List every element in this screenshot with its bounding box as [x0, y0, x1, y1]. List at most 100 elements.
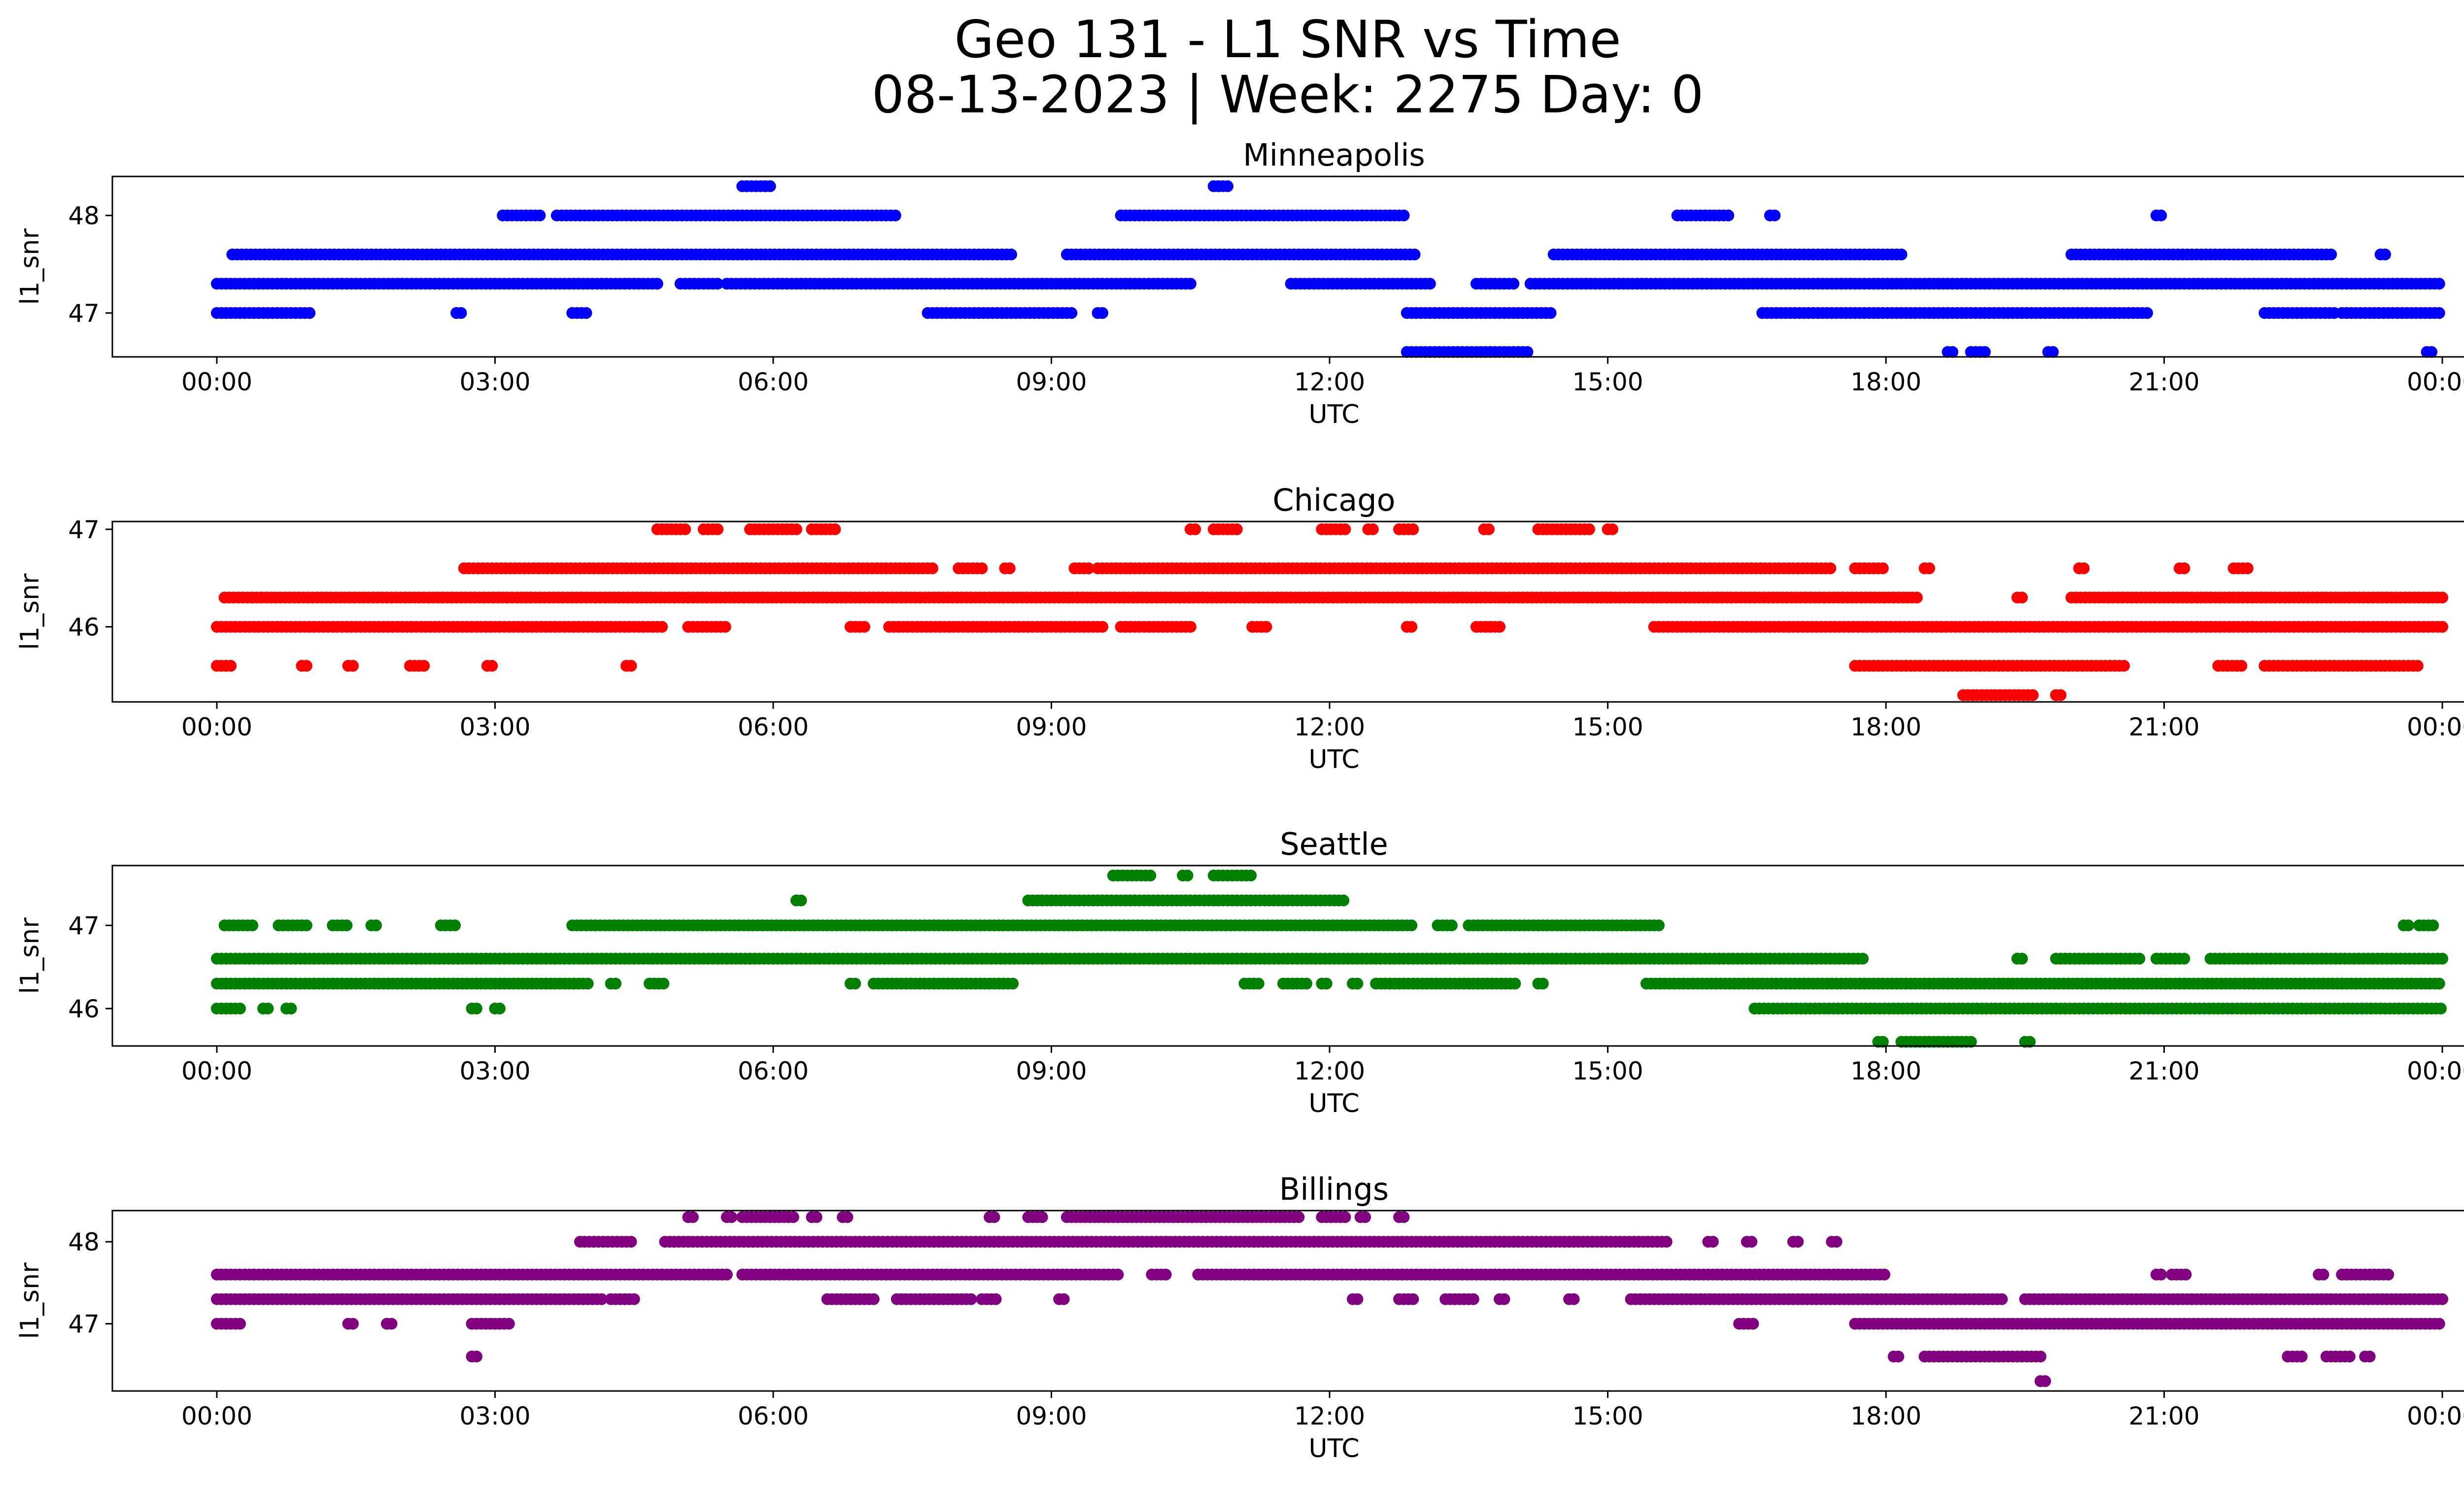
data-point	[1923, 562, 1935, 574]
data-point	[656, 621, 668, 633]
data-point	[449, 919, 461, 932]
data-point	[234, 1003, 246, 1015]
data-point	[1483, 523, 1495, 535]
data-point	[580, 307, 592, 319]
series-points	[211, 869, 2448, 1048]
axes-frame	[111, 865, 2464, 1047]
data-point	[1096, 621, 1108, 633]
data-point	[1445, 919, 1458, 932]
data-point	[1895, 248, 1908, 261]
data-point	[1878, 1268, 1890, 1281]
x-tick-label: 15:00	[1572, 1057, 1643, 1085]
x-tick-label: 21:00	[2128, 368, 2199, 396]
data-point	[1184, 621, 1197, 633]
data-point	[1408, 248, 1421, 261]
data-point	[1877, 562, 1889, 574]
data-point	[2241, 562, 2254, 574]
data-point	[1337, 894, 1350, 906]
data-point	[2436, 952, 2448, 965]
data-point	[285, 1003, 297, 1015]
data-point	[2016, 591, 2028, 604]
data-point	[503, 1318, 515, 1330]
data-point	[1065, 307, 1078, 319]
data-point	[976, 562, 988, 574]
data-point	[795, 894, 807, 906]
y-tick-label: 48	[68, 202, 100, 230]
data-point	[867, 1293, 880, 1305]
data-point	[1769, 209, 1781, 222]
data-point	[764, 180, 776, 192]
data-point	[2054, 689, 2067, 701]
data-point	[858, 621, 870, 633]
data-point	[2178, 562, 2190, 574]
data-point	[493, 1003, 506, 1015]
data-point	[1405, 919, 1418, 932]
data-point	[1398, 209, 1410, 222]
data-point	[418, 660, 430, 672]
data-point	[1568, 1293, 1580, 1305]
y-tick-label: 47	[68, 911, 100, 940]
x-tick-label: 21:00	[2128, 713, 2199, 741]
data-point	[1367, 523, 1379, 535]
x-tick-label: 18:00	[1850, 1057, 1921, 1085]
x-tick-label: 00:00	[181, 713, 252, 741]
x-tick-label: 12:00	[1294, 368, 1365, 396]
data-point	[1979, 346, 1991, 358]
data-point	[610, 977, 622, 990]
data-point	[1405, 621, 1418, 633]
data-point	[628, 1293, 640, 1305]
data-point	[712, 278, 724, 290]
data-point	[2379, 248, 2391, 261]
subplot-title: Chicago	[1272, 482, 1395, 518]
data-point	[2433, 278, 2445, 290]
x-tick-label: 06:00	[738, 1057, 809, 1085]
data-point	[234, 1318, 246, 1330]
data-point	[2325, 248, 2337, 261]
data-point	[1252, 977, 1265, 990]
data-point	[1965, 1036, 1977, 1048]
data-point	[2317, 1268, 2329, 1281]
data-point	[1407, 1293, 1419, 1305]
data-point	[1747, 1318, 1759, 1330]
x-tick-label: 12:00	[1294, 713, 1365, 741]
data-point	[720, 1268, 733, 1281]
data-point	[595, 1293, 608, 1305]
x-tick-label: 18:00	[1850, 368, 1921, 396]
data-point	[1824, 562, 1837, 574]
axes-frame	[111, 521, 2464, 703]
x-axis-label: UTC	[1308, 1089, 1359, 1118]
data-point	[1407, 523, 1419, 535]
data-point	[1509, 977, 1521, 990]
data-point	[1082, 562, 1095, 574]
data-point	[829, 523, 841, 535]
x-tick-label: 00:00	[2407, 713, 2464, 741]
x-tick-label: 18:00	[1850, 713, 1921, 741]
data-point	[1946, 346, 1958, 358]
x-axis-label: UTC	[1308, 400, 1359, 429]
data-point	[2133, 952, 2146, 965]
data-point	[2023, 1036, 2036, 1048]
data-point	[225, 660, 237, 672]
data-point	[2402, 919, 2414, 932]
series-points	[211, 523, 2448, 701]
data-point	[651, 278, 663, 290]
data-point	[679, 523, 691, 535]
data-point	[1498, 1293, 1510, 1305]
data-point	[2178, 952, 2190, 965]
x-tick-label: 00:00	[2407, 1057, 2464, 1085]
data-point	[385, 1318, 398, 1330]
data-point	[1911, 591, 1923, 604]
data-point	[1857, 952, 1869, 965]
x-tick-label: 00:00	[181, 1057, 252, 1085]
data-point	[304, 307, 316, 319]
subplot-title: Seattle	[1280, 826, 1388, 862]
data-point	[1830, 1236, 1843, 1248]
data-point	[1160, 1268, 1172, 1281]
data-point	[1300, 977, 1312, 990]
data-point	[1521, 346, 1534, 358]
data-point	[1189, 523, 1201, 535]
data-point	[1339, 523, 1351, 535]
x-tick-label: 03:00	[459, 713, 530, 741]
data-point	[2382, 1268, 2395, 1281]
